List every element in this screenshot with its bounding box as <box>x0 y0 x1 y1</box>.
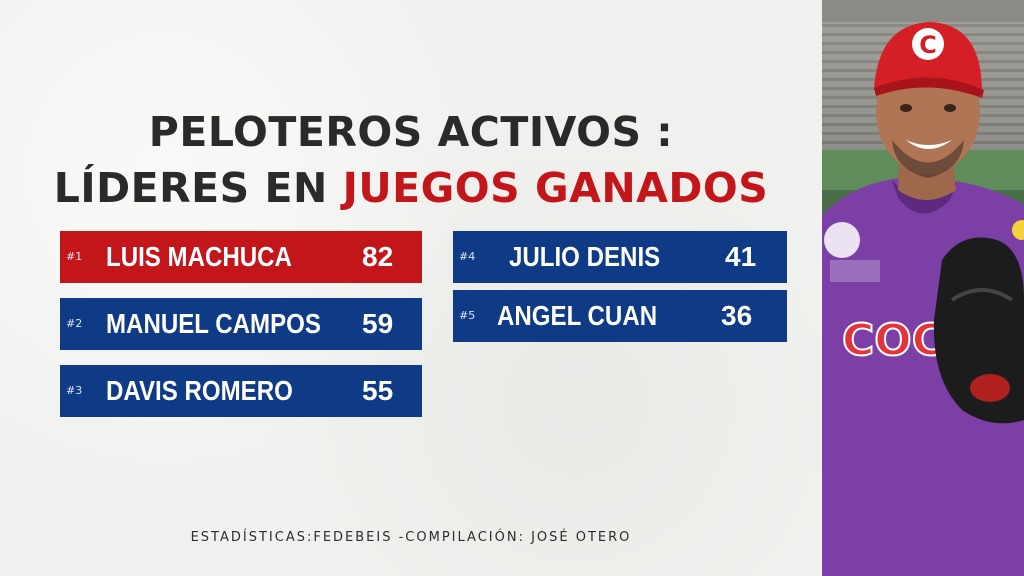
stadium-roof <box>822 0 1024 22</box>
leader-row-1: #1 LUIS MACHUCA 82 <box>60 231 422 283</box>
leader-rank: #4 <box>459 250 476 263</box>
title-line-2-accent: JUEGOS GANADOS <box>342 164 769 212</box>
leader-name: ANGEL CUAN <box>497 300 658 331</box>
leader-row-4: #4 JULIO DENIS 41 <box>453 231 787 283</box>
leader-row-5: #5 ANGEL CUAN 36 <box>453 290 787 342</box>
leader-value: 55 <box>362 375 394 406</box>
leader-value: 82 <box>362 241 394 272</box>
leader-row-3: #3 DAVIS ROMERO 55 <box>60 365 422 417</box>
player-photo: C COC <box>822 0 1024 576</box>
leader-rank: #2 <box>66 317 83 330</box>
title-line-2: LÍDERES EN JUEGOS GANADOS <box>0 164 822 212</box>
leader-name: JULIO DENIS <box>509 241 661 272</box>
leader-rank: #3 <box>66 384 83 397</box>
leader-value: 59 <box>362 308 394 339</box>
background-panel <box>0 0 822 576</box>
leader-name: DAVIS ROMERO <box>106 375 293 406</box>
leader-name: MANUEL CAMPOS <box>106 308 321 339</box>
leader-rank: #1 <box>66 250 83 263</box>
leader-row-2: #2 MANUEL CAMPOS 59 <box>60 298 422 350</box>
title-line-1: PELOTEROS ACTIVOS : <box>0 108 822 156</box>
leader-value: 41 <box>725 241 757 272</box>
leader-rank: #5 <box>459 309 476 322</box>
player-illustration: C COC <box>822 22 1024 576</box>
title-line-1-text: PELOTEROS ACTIVOS : <box>148 108 674 156</box>
cap-logo: C <box>919 31 937 59</box>
title-line-2-prefix: LÍDERES EN <box>53 164 343 212</box>
credit-line: ESTADÍSTICAS:FEDEBEIS -COMPILACIÓN: JOSÉ… <box>190 530 632 545</box>
leader-name: LUIS MACHUCA <box>106 241 292 272</box>
jersey-text: COC <box>842 315 944 366</box>
leader-value: 36 <box>721 300 753 331</box>
